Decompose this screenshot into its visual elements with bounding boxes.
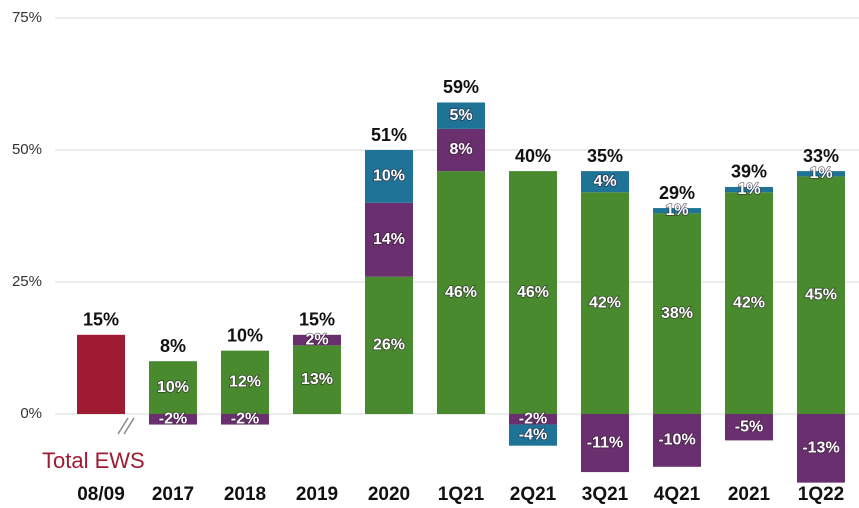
- data-label: 1%: [665, 202, 688, 219]
- bar-segment: [365, 276, 413, 414]
- bar-segment: [437, 128, 485, 172]
- bar-segment: [653, 213, 701, 414]
- bar-segment: [653, 208, 701, 214]
- total-label: 29%: [659, 183, 695, 203]
- data-label: 10%: [157, 379, 189, 396]
- data-label: 10%: [373, 168, 405, 185]
- data-label: -5%: [735, 418, 763, 435]
- data-label: 4%: [593, 173, 616, 190]
- bar-segment: [77, 334, 125, 414]
- data-label: 1%: [737, 181, 760, 198]
- data-label: 12%: [229, 374, 261, 391]
- bar-segment: [509, 424, 557, 446]
- bar-segment: [581, 414, 629, 473]
- total-label: 40%: [515, 146, 551, 166]
- bar-segment: [221, 414, 269, 425]
- y-tick-label: 50%: [12, 141, 42, 158]
- bar-segment: [365, 202, 413, 277]
- data-label: 38%: [661, 305, 693, 322]
- bar-segment: [365, 150, 413, 203]
- bar-segment: [293, 345, 341, 414]
- data-label: -11%: [587, 434, 623, 451]
- x-tick-label: 1Q21: [438, 484, 485, 505]
- data-label: -2%: [519, 410, 547, 427]
- bar-segment: [293, 334, 341, 346]
- bar-segment: [437, 171, 485, 414]
- bar-segment: [725, 186, 773, 193]
- data-label: 5%: [449, 107, 472, 124]
- data-label: 46%: [517, 284, 549, 301]
- total-label: 35%: [587, 146, 623, 166]
- bar-segment: [725, 192, 773, 414]
- total-label: 10%: [227, 325, 263, 345]
- bar-segment: [797, 176, 845, 414]
- total-label: 33%: [803, 146, 839, 166]
- bar-segment: [797, 414, 845, 483]
- total-label: 59%: [443, 77, 479, 97]
- data-label: 26%: [373, 337, 405, 354]
- bar-segment: [797, 171, 845, 177]
- total-label: 51%: [371, 125, 407, 145]
- x-tick-label: 1Q22: [798, 484, 844, 505]
- x-tick-label: 2020: [368, 484, 410, 505]
- data-label: 1%: [809, 165, 832, 182]
- data-label: -13%: [802, 440, 839, 457]
- data-label: 42%: [589, 294, 621, 311]
- series-label: Total EWS: [42, 448, 145, 473]
- x-tick-label: 2017: [152, 484, 194, 505]
- x-tick-label: 3Q21: [582, 484, 629, 505]
- data-label: -2%: [159, 410, 187, 427]
- y-tick-label: 75%: [12, 9, 42, 26]
- data-label: -10%: [658, 432, 695, 449]
- x-tick-label: 4Q21: [654, 484, 701, 505]
- data-label: 2%: [305, 331, 328, 348]
- data-label: 42%: [733, 294, 765, 311]
- bar-segment: [509, 414, 557, 425]
- y-tick-label: 25%: [12, 273, 42, 290]
- total-label: 39%: [731, 162, 767, 182]
- bar-segment: [581, 171, 629, 193]
- bar-segment: [437, 102, 485, 129]
- data-label: -4%: [519, 426, 547, 443]
- data-label: -2%: [231, 410, 259, 427]
- data-label: 8%: [449, 141, 472, 158]
- data-label: 45%: [805, 286, 837, 303]
- bar-segment: [221, 350, 269, 414]
- bar-segment: [581, 192, 629, 414]
- x-tick-label: 08/09: [77, 484, 125, 505]
- total-label: 15%: [299, 310, 335, 330]
- axis-break: [117, 417, 129, 435]
- axis-break: [123, 417, 135, 435]
- bar-segment: [149, 361, 197, 414]
- x-tick-label: 2018: [224, 484, 266, 505]
- bar-segment: [509, 171, 557, 414]
- data-label: 13%: [301, 371, 333, 388]
- bar-segment: [149, 414, 197, 425]
- y-tick-label: 0%: [20, 405, 42, 422]
- data-label: 14%: [373, 231, 405, 248]
- x-tick-label: 2021: [728, 484, 771, 505]
- bar-segment: [653, 414, 701, 467]
- total-label: 8%: [160, 336, 186, 356]
- bar-segment: [725, 414, 773, 441]
- x-tick-label: 2019: [296, 484, 338, 505]
- x-tick-label: 2Q21: [510, 484, 557, 505]
- total-label: 15%: [83, 310, 119, 330]
- data-label: 46%: [445, 284, 477, 301]
